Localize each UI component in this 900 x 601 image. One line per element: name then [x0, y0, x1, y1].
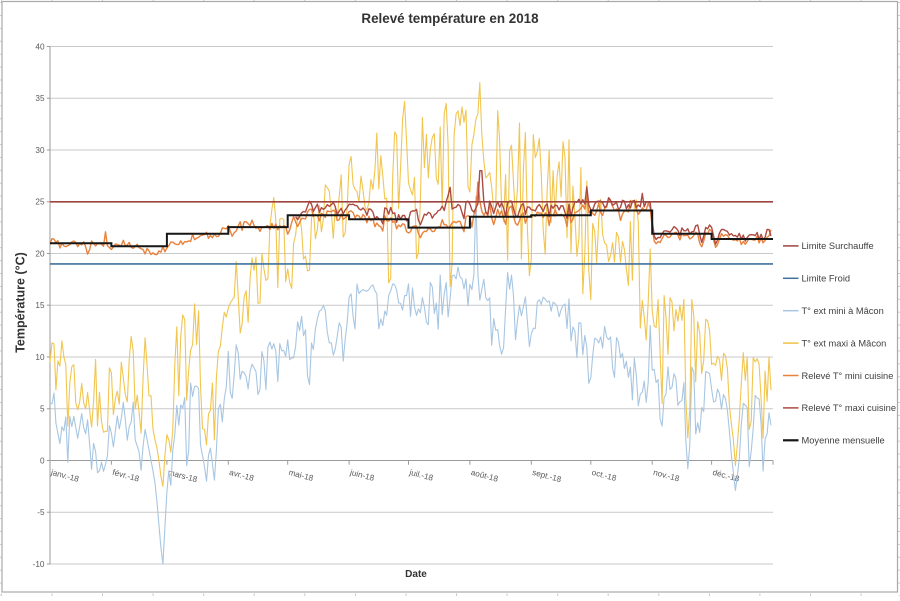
svg-text:25: 25	[35, 198, 45, 207]
svg-text:5: 5	[40, 405, 45, 414]
svg-text:35: 35	[35, 94, 45, 103]
svg-text:Température (°C): Température (°C)	[14, 252, 28, 353]
svg-text:Moyenne mensuelle: Moyenne mensuelle	[802, 436, 885, 446]
svg-text:30: 30	[35, 146, 45, 155]
svg-text:-10: -10	[33, 560, 45, 569]
svg-text:10: 10	[35, 353, 45, 362]
svg-text:40: 40	[35, 42, 45, 51]
svg-text:0: 0	[40, 456, 45, 465]
svg-text:Date: Date	[405, 569, 427, 580]
svg-text:T° ext maxi à Mâcon: T° ext maxi à Mâcon	[802, 338, 887, 348]
svg-text:T° ext mini à Mâcon: T° ext mini à Mâcon	[802, 306, 884, 316]
svg-text:Relevé T° maxi cuisine: Relevé T° maxi cuisine	[802, 403, 897, 413]
svg-text:Limite Froid: Limite Froid	[802, 274, 851, 284]
svg-text:20: 20	[35, 249, 45, 258]
svg-text:Relevé T° mini cuisine: Relevé T° mini cuisine	[802, 371, 894, 381]
svg-text:-5: -5	[37, 508, 45, 517]
svg-text:15: 15	[35, 301, 45, 310]
svg-text:Limite Surchauffe: Limite Surchauffe	[802, 241, 874, 251]
svg-text:Relevé température en 2018: Relevé température en 2018	[361, 11, 539, 26]
